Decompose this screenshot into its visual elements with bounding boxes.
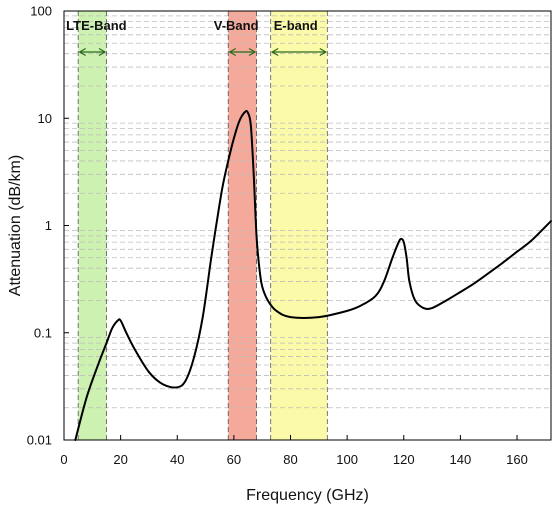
- y-tick-label-4: 100: [30, 4, 52, 19]
- x-axis-label: Frequency (GHz): [246, 487, 369, 504]
- series-line-0: [74, 109, 552, 441]
- y-tick-label-0: 0.01: [27, 433, 52, 448]
- x-tick-label-4: 80: [283, 452, 297, 467]
- bands-layer: [78, 11, 328, 440]
- y-tick-label-3: 10: [38, 111, 52, 126]
- band-label-layer: LTE-Band V-Band E-band: [66, 18, 328, 57]
- series-layer: [74, 109, 552, 441]
- band-arrow-head-left-1: [228, 47, 237, 57]
- band-arrow-head-left-2: [271, 47, 279, 57]
- x-tick-label-5: 100: [336, 452, 358, 467]
- band-arrow-head-right-1: [248, 47, 257, 57]
- y-tick-label-1: 0.1: [34, 325, 52, 340]
- band-region-0: [78, 11, 107, 440]
- band-region-2: [270, 11, 328, 440]
- x-tick-label-6: 120: [393, 452, 415, 467]
- band-label-1: V-Band: [214, 18, 259, 33]
- x-tick-label-0: 0: [60, 452, 67, 467]
- band-arrow-head-left-0: [78, 47, 86, 57]
- band-region-1: [228, 11, 257, 440]
- band-arrow-head-right-0: [98, 47, 107, 57]
- band-label-2: E-band: [274, 18, 318, 33]
- band-label-0: LTE-Band: [66, 18, 126, 33]
- x-tick-label-1: 20: [113, 452, 127, 467]
- band-arrow-head-right-2: [319, 47, 328, 57]
- ticks-layer: 0 20 40 60 80 100 120 140 160 0.01 0.1 1 10 100: [27, 4, 528, 468]
- x-tick-label-7: 140: [450, 452, 472, 467]
- y-tick-label-2: 1: [45, 218, 52, 233]
- x-tick-label-2: 40: [170, 452, 184, 467]
- y-axis-label: Attenuation (dB/km): [7, 155, 24, 296]
- x-tick-label-8: 160: [506, 452, 528, 467]
- x-tick-label-3: 60: [227, 452, 241, 467]
